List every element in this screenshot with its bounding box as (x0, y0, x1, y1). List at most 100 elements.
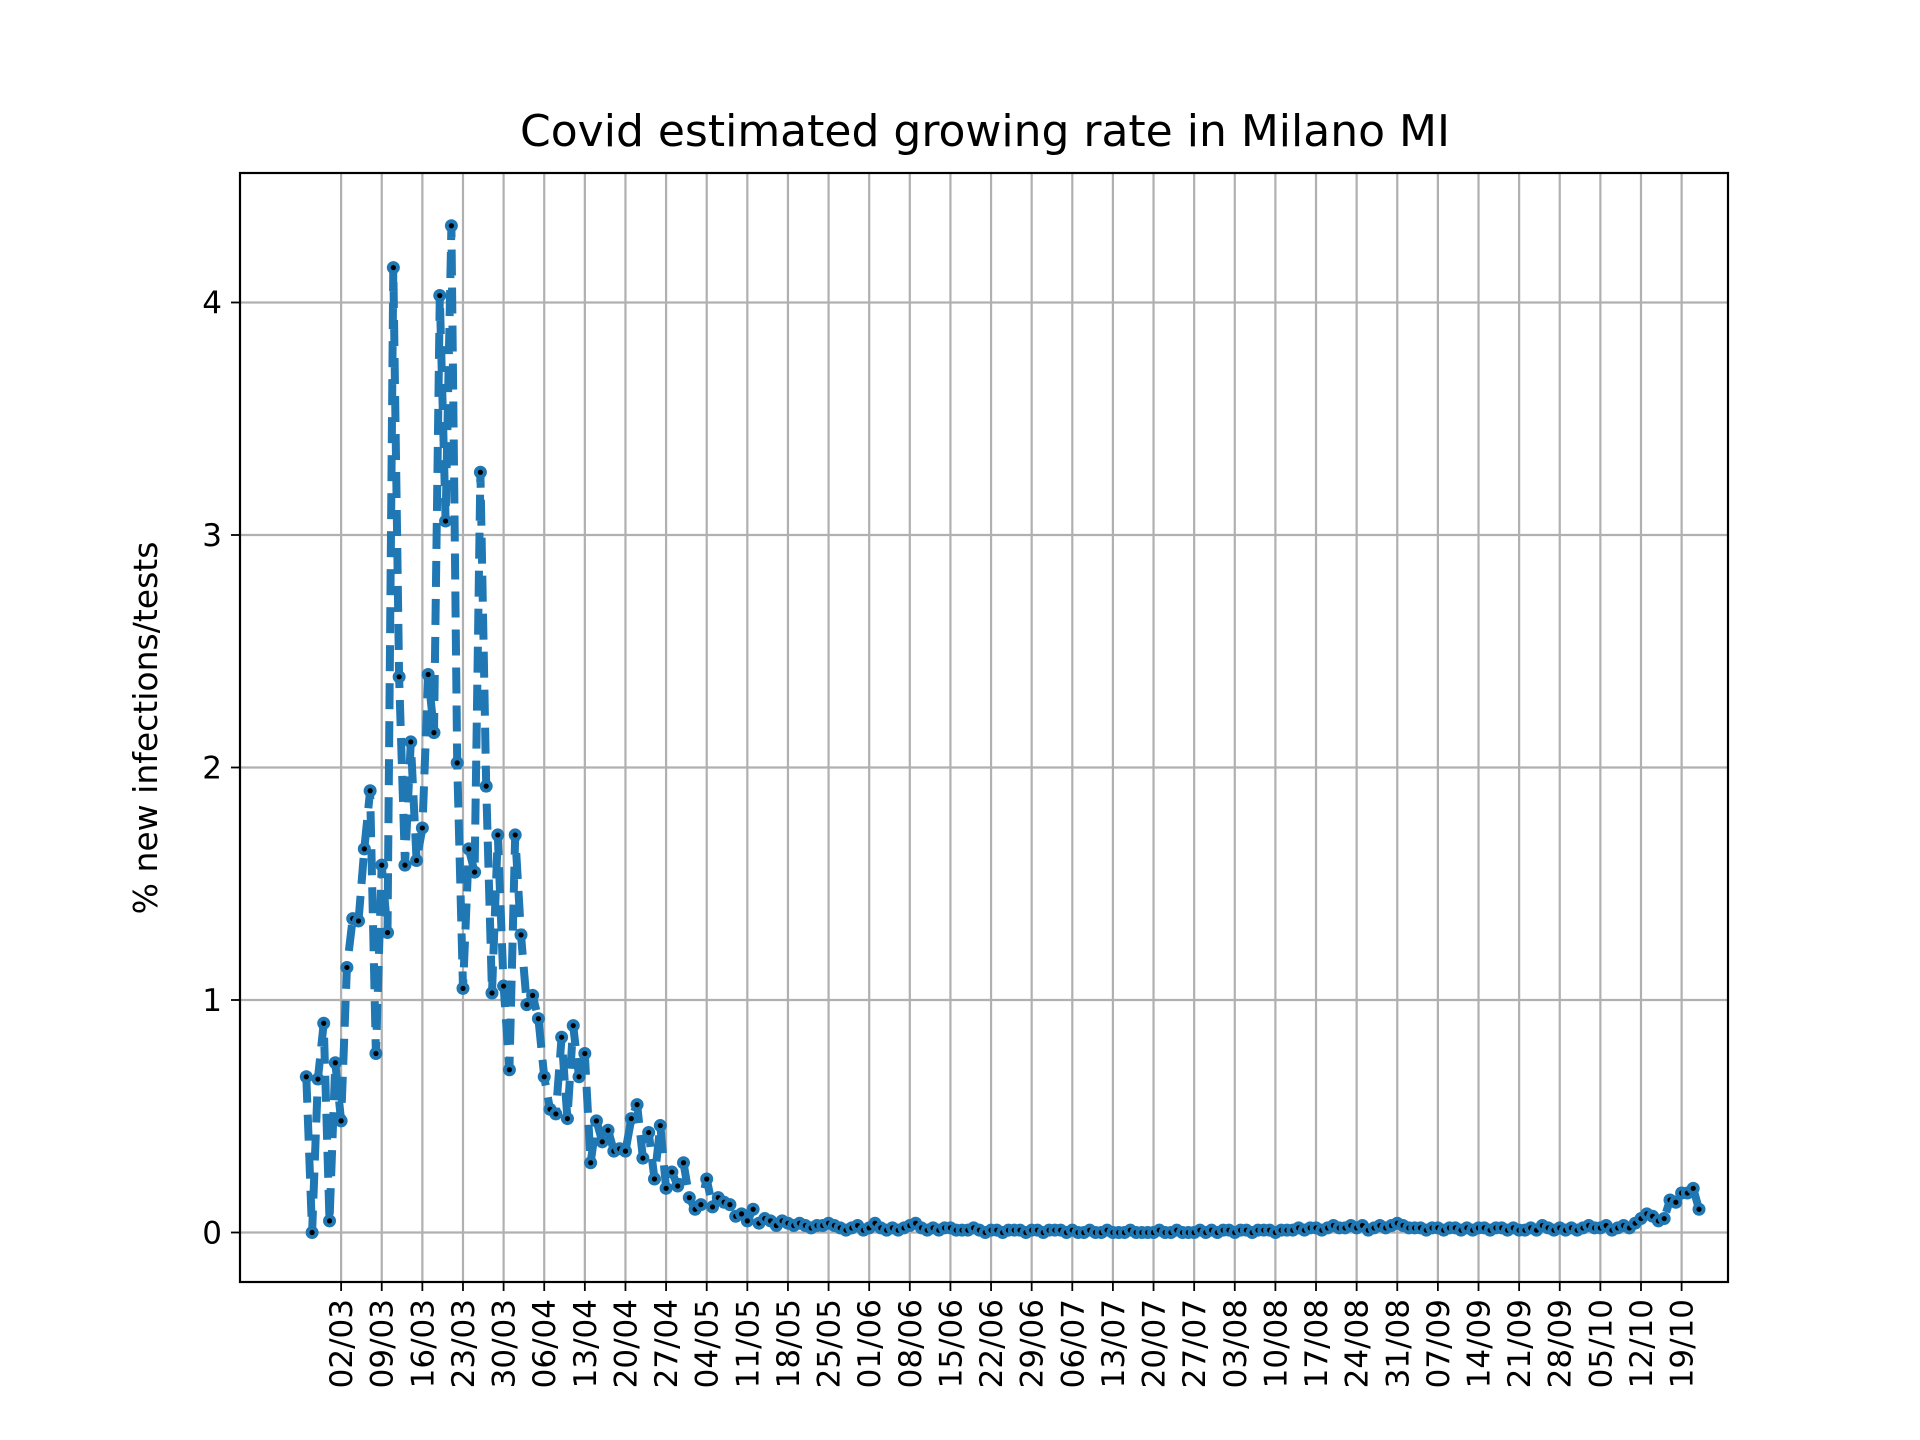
data-point-center (506, 1067, 513, 1073)
x-tick-label: 08/06 (893, 1299, 929, 1388)
data-point-center (477, 469, 483, 475)
y-tick-label: 4 (202, 286, 222, 322)
y-tick-label: 1 (202, 983, 222, 1019)
data-point-center (454, 760, 460, 766)
data-point-center (564, 1115, 571, 1122)
x-tick-label: 14/09 (1462, 1299, 1498, 1388)
data-point-center (582, 1050, 588, 1057)
x-tick-label: 29/06 (1015, 1299, 1051, 1388)
data-point-center (501, 983, 507, 989)
data-point-center (709, 1204, 716, 1210)
x-tick-label: 17/08 (1299, 1299, 1335, 1388)
data-point-center (622, 1148, 629, 1154)
data-point-center (442, 518, 449, 524)
data-point-center (593, 1118, 600, 1124)
y-tick-label: 3 (202, 518, 222, 554)
x-tick-label: 06/07 (1055, 1299, 1091, 1388)
data-point-center (680, 1160, 687, 1166)
x-tick-label: 12/10 (1624, 1299, 1660, 1388)
data-point-center (489, 990, 495, 996)
data-point-center (541, 1074, 547, 1080)
x-tick-label: 03/08 (1218, 1299, 1254, 1388)
data-point-center (315, 1076, 321, 1082)
grid (240, 173, 1728, 1282)
y-tick-label: 2 (202, 751, 222, 787)
data-point-center (379, 862, 385, 868)
data-point-center (640, 1155, 646, 1161)
x-tick-label: 11/05 (730, 1299, 766, 1388)
data-point-center (466, 846, 472, 852)
data-point-center (553, 1111, 559, 1117)
x-tick-label: 04/05 (690, 1299, 726, 1388)
x-tick-label: 23/03 (446, 1299, 482, 1388)
x-tick-label: 06/04 (527, 1299, 563, 1388)
data-point-center (344, 964, 350, 971)
data-point-center (402, 862, 408, 868)
data-point-center (530, 992, 536, 998)
data-point-center (588, 1160, 594, 1166)
data-point-center (460, 985, 466, 991)
data-point-center (628, 1115, 634, 1122)
series-plot (299, 219, 1706, 1239)
data-point-center (483, 783, 489, 789)
data-point-center (744, 1218, 750, 1224)
data-point-center (750, 1206, 756, 1212)
data-point-center (698, 1202, 704, 1208)
data-point-center (1661, 1215, 1667, 1222)
x-tick-label: 24/08 (1340, 1299, 1376, 1388)
data-point-center (431, 730, 437, 736)
data-point-center (634, 1102, 640, 1108)
data-point-center (651, 1176, 658, 1182)
series-line (302, 221, 1703, 1237)
x-tick-label: 10/08 (1258, 1299, 1294, 1388)
data-point-center (704, 1176, 710, 1182)
x-tick-label: 16/03 (405, 1299, 441, 1388)
data-point-center (384, 929, 391, 936)
data-point-center (437, 292, 443, 299)
x-tick-label: 05/10 (1583, 1299, 1619, 1388)
data-point-center (361, 846, 367, 852)
x-tick-label: 02/03 (324, 1299, 360, 1388)
data-point-center (425, 671, 431, 678)
data-point-center (738, 1211, 745, 1217)
x-tick-label: 13/07 (1096, 1299, 1132, 1388)
x-tick-label: 13/04 (568, 1299, 604, 1388)
data-point-center (559, 1034, 565, 1040)
x-tick-label: 22/06 (974, 1299, 1010, 1388)
x-axis: 02/03 09/03 16/03 23/03 30/03 06/04 13/04 20/04… (324, 1282, 1701, 1388)
data-point-center (686, 1195, 692, 1201)
x-tick-label: 20/04 (608, 1299, 644, 1388)
data-point-center (1690, 1185, 1696, 1191)
chart-title: Covid estimated growing rate in Milano M… (520, 106, 1450, 157)
data-point-center (570, 1022, 576, 1029)
data-point-center (599, 1139, 605, 1145)
data-point-center (669, 1169, 675, 1175)
x-tick-label: 31/08 (1380, 1299, 1416, 1388)
data-point-center (338, 1118, 344, 1124)
y-tick-label: 0 (202, 1216, 222, 1252)
x-tick-label: 09/03 (365, 1299, 401, 1388)
data-point-center (1696, 1206, 1702, 1212)
data-point-center (448, 223, 454, 229)
data-point-center (646, 1129, 652, 1136)
x-tick-label: 15/06 (933, 1299, 969, 1388)
x-tick-label: 27/04 (649, 1299, 685, 1388)
data-point-center (512, 832, 518, 838)
x-tick-label: 20/07 (1137, 1299, 1173, 1388)
x-tick-label: 19/10 (1665, 1299, 1701, 1388)
data-point-center (657, 1122, 663, 1129)
data-point-center (727, 1202, 733, 1208)
data-point-center (518, 932, 524, 938)
data-point-center (576, 1074, 582, 1080)
x-tick-label: 07/09 (1421, 1299, 1457, 1388)
data-point-center (1673, 1199, 1679, 1205)
data-point-center (321, 1020, 327, 1026)
data-point-center (471, 869, 478, 875)
x-tick-label: 01/06 (852, 1299, 888, 1388)
data-point-center (326, 1218, 333, 1224)
data-point-center (355, 918, 362, 924)
x-tick-label: 27/07 (1177, 1299, 1213, 1388)
data-point-center (524, 1002, 530, 1008)
x-tick-label: 21/09 (1502, 1299, 1538, 1388)
data-point-center (367, 788, 373, 794)
